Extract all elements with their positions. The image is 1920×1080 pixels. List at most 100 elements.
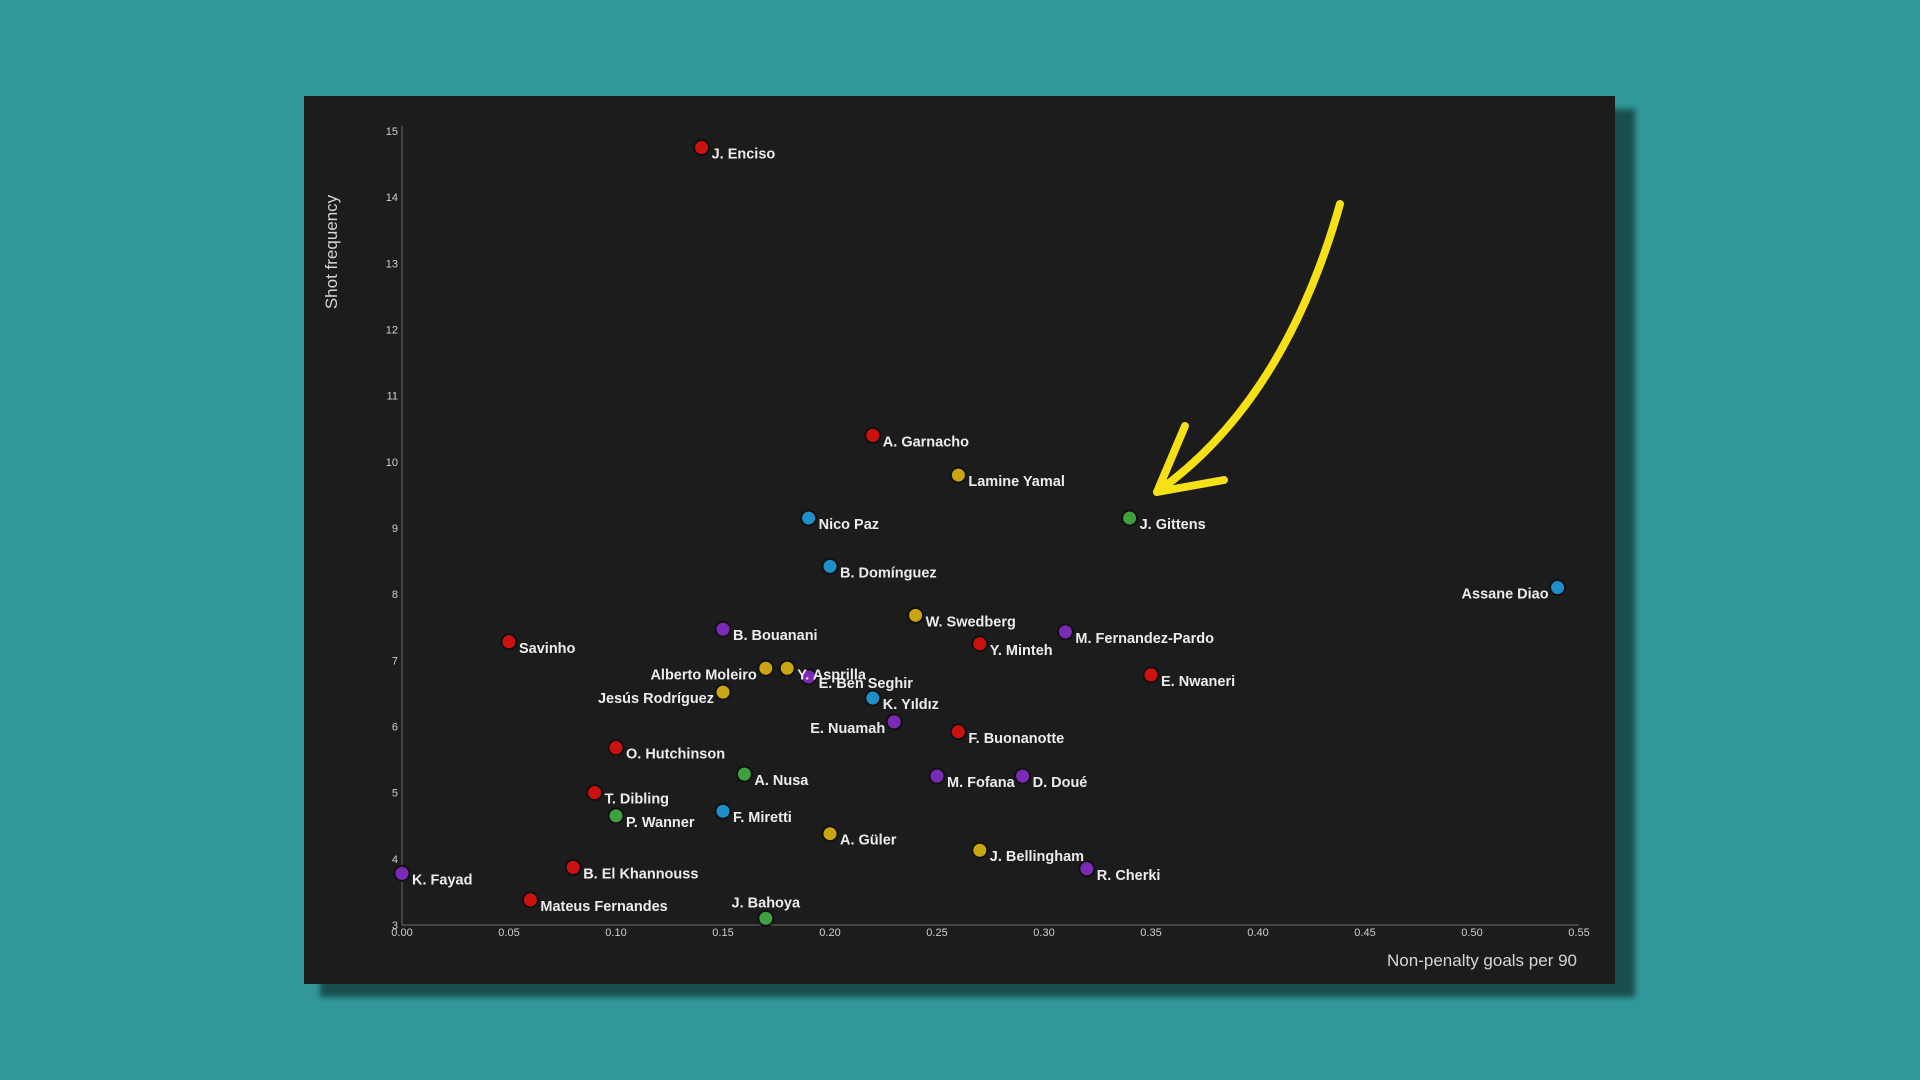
x-axis-title: Non-penalty goals per 90 bbox=[1387, 951, 1577, 970]
data-point bbox=[1121, 509, 1139, 527]
y-tick-label: 10 bbox=[386, 457, 398, 469]
x-tick-label: 0.05 bbox=[498, 927, 519, 939]
data-point bbox=[521, 891, 539, 909]
point-label: W. Swedberg bbox=[926, 614, 1016, 630]
data-point bbox=[735, 765, 753, 783]
data-point bbox=[971, 841, 989, 859]
x-tick-label: 0.55 bbox=[1568, 927, 1589, 939]
y-tick-label: 9 bbox=[392, 523, 398, 535]
data-point bbox=[1078, 860, 1096, 878]
x-tick-label: 0.30 bbox=[1033, 927, 1054, 939]
y-tick-label: 12 bbox=[386, 325, 398, 337]
point-label: Y. Minteh bbox=[990, 643, 1053, 659]
point-label: Lamine Yamal bbox=[968, 474, 1064, 490]
y-tick-label: 5 bbox=[392, 788, 398, 800]
x-tick-label: 0.35 bbox=[1140, 927, 1161, 939]
point-label: T. Dibling bbox=[605, 792, 669, 808]
data-point bbox=[714, 620, 732, 638]
point-label: Savinho bbox=[519, 641, 576, 657]
y-tick-label: 13 bbox=[386, 258, 398, 270]
data-point bbox=[800, 668, 818, 686]
point-label: E. Nuamah bbox=[810, 721, 885, 737]
y-tick-label: 4 bbox=[392, 854, 398, 866]
data-point bbox=[714, 683, 732, 701]
arrow-shaft bbox=[1153, 200, 1344, 496]
point-label: Jesús Rodríguez bbox=[598, 691, 714, 707]
point-label: Mateus Fernandes bbox=[540, 899, 667, 915]
data-point bbox=[607, 807, 625, 825]
point-label: A. Garnacho bbox=[883, 434, 969, 450]
data-point bbox=[821, 825, 839, 843]
y-tick-label: 15 bbox=[386, 126, 398, 138]
point-label: F. Buonanotte bbox=[968, 731, 1064, 747]
point-label: M. Fofana bbox=[947, 775, 1016, 791]
data-point bbox=[949, 723, 967, 741]
point-label: K. Fayad bbox=[412, 872, 472, 888]
point-label: K. Yıldız bbox=[883, 697, 939, 713]
point-label: Alberto Moleiro bbox=[650, 667, 756, 683]
y-tick-labels: 3 4 5 6 7 8 9 10 11 12 13 14 15 bbox=[386, 126, 398, 932]
x-tick-label: 0.15 bbox=[712, 927, 733, 939]
data-points bbox=[393, 139, 1567, 927]
y-tick-label: 8 bbox=[392, 589, 398, 601]
x-tick-label: 0.40 bbox=[1247, 927, 1268, 939]
point-label: J. Gittens bbox=[1140, 517, 1206, 533]
point-label: J. Bahoya bbox=[732, 895, 801, 911]
annotation-arrow bbox=[1153, 200, 1344, 496]
x-tick-labels: 0.00 0.05 0.10 0.15 0.20 0.25 0.30 0.35 0.40 0.45… bbox=[391, 927, 1589, 939]
data-point bbox=[821, 557, 839, 575]
data-point bbox=[778, 659, 796, 677]
x-tick-label: 0.00 bbox=[391, 927, 412, 939]
point-label: Y. Asprilla bbox=[797, 667, 867, 683]
point-label: R. Cherki bbox=[1097, 868, 1161, 884]
x-tick-label: 0.50 bbox=[1461, 927, 1482, 939]
data-point bbox=[500, 633, 518, 651]
point-label: E. Ben Seghir bbox=[819, 676, 914, 692]
x-tick-label: 0.45 bbox=[1354, 927, 1375, 939]
x-tick-label: 0.25 bbox=[926, 927, 947, 939]
data-point bbox=[757, 909, 775, 927]
point-label: A. Nusa bbox=[754, 773, 809, 789]
point-label: M. Fernandez-Pardo bbox=[1075, 631, 1214, 647]
scatter-chart: 0.00 0.05 0.10 0.15 0.20 0.25 0.30 0.35 0.40 0.45… bbox=[322, 126, 1590, 970]
data-point bbox=[1056, 623, 1074, 641]
data-point bbox=[971, 635, 989, 653]
chart-card: 0.00 0.05 0.10 0.15 0.20 0.25 0.30 0.35 0.40 0.45… bbox=[304, 96, 1615, 984]
data-point bbox=[1014, 767, 1032, 785]
point-label: F. Miretti bbox=[733, 810, 792, 826]
y-tick-label: 11 bbox=[387, 391, 398, 403]
data-point bbox=[800, 509, 818, 527]
y-tick-label: 7 bbox=[392, 655, 398, 667]
data-point bbox=[928, 767, 946, 785]
data-point bbox=[714, 802, 732, 820]
x-tick-label: 0.10 bbox=[605, 927, 626, 939]
y-tick-label: 6 bbox=[392, 722, 398, 734]
point-label: J. Bellingham bbox=[990, 849, 1084, 865]
y-tick-label: 14 bbox=[386, 192, 398, 204]
point-label: B. Domínguez bbox=[840, 565, 937, 581]
data-point bbox=[864, 426, 882, 444]
data-point bbox=[693, 139, 711, 157]
data-point bbox=[949, 466, 967, 484]
point-label: A. Güler bbox=[840, 833, 897, 849]
point-label: B. Bouanani bbox=[733, 628, 818, 644]
data-point bbox=[586, 784, 604, 802]
y-tick-label: 3 bbox=[392, 920, 398, 932]
data-point bbox=[885, 713, 903, 731]
point-labels: J. Enciso A. Garnacho Lamine Yamal Nico Paz… bbox=[412, 147, 1549, 915]
point-label: E. Nwaneri bbox=[1161, 674, 1235, 690]
data-point bbox=[564, 858, 582, 876]
data-point bbox=[864, 689, 882, 707]
axes bbox=[401, 126, 1579, 926]
point-label: D. Doué bbox=[1033, 775, 1088, 791]
point-label: Assane Diao bbox=[1462, 587, 1549, 603]
point-label: P. Wanner bbox=[626, 815, 695, 831]
data-point bbox=[607, 739, 625, 757]
data-point bbox=[907, 606, 925, 624]
point-label: O. Hutchinson bbox=[626, 747, 725, 763]
arrow-head bbox=[1153, 422, 1228, 496]
point-label: Nico Paz bbox=[819, 517, 879, 533]
point-label: B. El Khannouss bbox=[583, 866, 698, 882]
y-axis-title: Shot frequency bbox=[322, 194, 341, 309]
data-point bbox=[1142, 666, 1160, 684]
